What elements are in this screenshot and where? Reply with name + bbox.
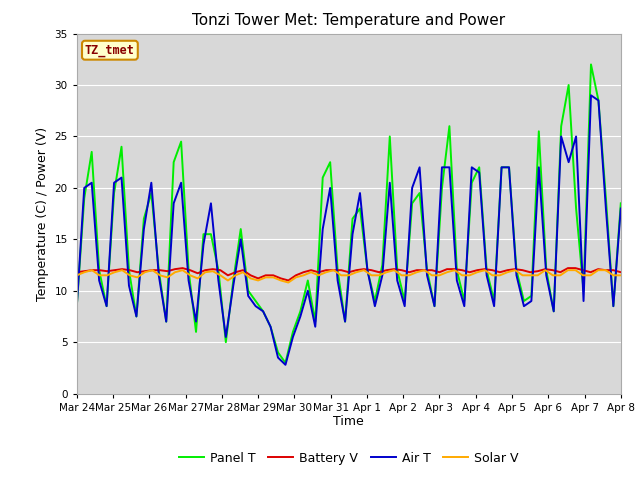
Panel T xyxy=(192,329,200,335)
Title: Tonzi Tower Met: Temperature and Power: Tonzi Tower Met: Temperature and Power xyxy=(192,13,506,28)
Battery V xyxy=(557,269,564,275)
Battery V xyxy=(579,267,587,273)
Air T xyxy=(185,277,193,283)
Solar V xyxy=(262,275,269,280)
Air T xyxy=(386,180,394,186)
Battery V xyxy=(73,269,81,275)
Battery V xyxy=(285,277,292,283)
Solar V xyxy=(73,273,81,278)
Solar V xyxy=(541,267,549,273)
Air T xyxy=(378,273,386,278)
Air T xyxy=(73,303,81,309)
Battery V xyxy=(262,273,269,278)
Solar V xyxy=(360,267,368,273)
Solar V xyxy=(202,269,209,275)
Line: Battery V: Battery V xyxy=(77,268,621,280)
Panel T xyxy=(252,298,259,304)
Panel T xyxy=(378,262,386,268)
Solar V xyxy=(579,273,587,278)
Solar V xyxy=(557,273,564,278)
Line: Air T: Air T xyxy=(77,96,621,365)
Panel T xyxy=(386,133,394,139)
X-axis label: Time: Time xyxy=(333,415,364,429)
Battery V xyxy=(202,267,209,273)
Text: TZ_tmet: TZ_tmet xyxy=(85,44,135,57)
Line: Solar V: Solar V xyxy=(77,270,621,283)
Air T xyxy=(192,319,200,324)
Panel T xyxy=(73,303,81,309)
Battery V xyxy=(360,266,368,272)
Air T xyxy=(572,133,580,139)
Panel T xyxy=(587,61,595,67)
Battery V xyxy=(541,266,549,272)
Battery V xyxy=(617,269,625,275)
Y-axis label: Temperature (C) / Power (V): Temperature (C) / Power (V) xyxy=(36,127,49,300)
Air T xyxy=(252,303,259,309)
Line: Panel T: Panel T xyxy=(77,64,621,363)
Panel T xyxy=(282,360,289,366)
Legend: Panel T, Battery V, Air T, Solar V: Panel T, Battery V, Air T, Solar V xyxy=(173,447,524,469)
Solar V xyxy=(88,267,96,273)
Air T xyxy=(617,205,625,211)
Panel T xyxy=(185,267,193,273)
Panel T xyxy=(572,205,580,211)
Air T xyxy=(587,93,595,98)
Air T xyxy=(282,362,289,368)
Panel T xyxy=(617,201,625,206)
Solar V xyxy=(617,273,625,278)
Solar V xyxy=(285,280,292,286)
Battery V xyxy=(179,265,186,271)
